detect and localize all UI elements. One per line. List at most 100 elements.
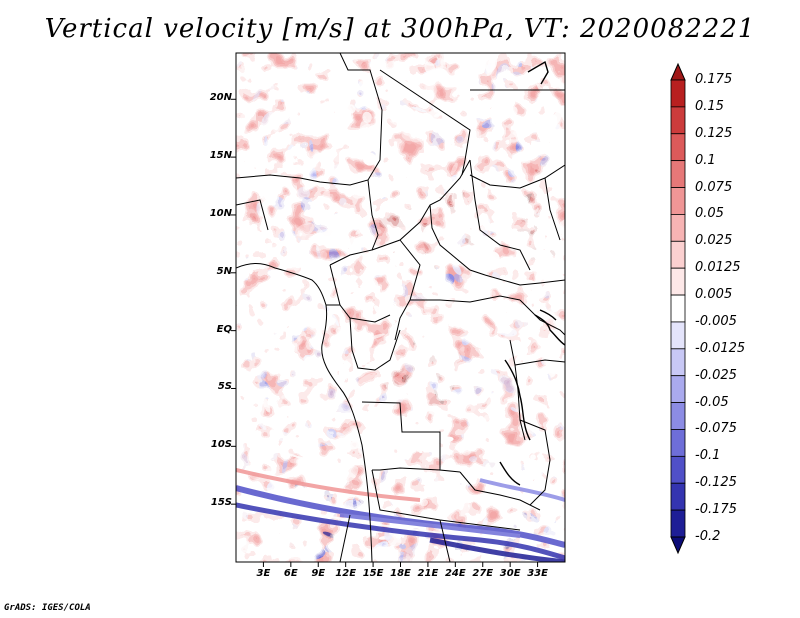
velocity-cell [391,210,411,218]
velocity-cell [364,312,369,318]
colorbar-label: 0.075 [695,179,733,195]
velocity-cell [345,146,350,160]
colorbar [670,62,686,555]
velocity-cell [258,422,267,430]
velocity-cell [443,179,456,194]
velocity-cell [548,229,557,239]
velocity-cell [261,111,275,128]
velocity-cell [460,503,471,517]
velocity-cell [509,54,523,68]
velocity-cell [550,296,563,313]
axis-ticks [231,98,539,567]
velocity-cell [399,283,409,297]
velocity-cell [390,291,396,302]
velocity-cell [475,240,488,246]
velocity-cell [277,252,282,256]
velocity-cell [425,81,438,96]
velocity-cell [463,189,468,194]
colorbar-swatch [670,509,686,538]
velocity-cell [266,332,280,345]
colorbar-label: -0.075 [695,421,737,437]
velocity-cell [357,398,367,407]
velocity-cell [294,222,315,237]
velocity-cell [529,515,540,523]
velocity-cell [433,386,444,405]
velocity-cell [388,300,396,307]
velocity-cell [366,271,388,279]
velocity-cell [377,421,395,429]
velocity-cell [358,241,369,248]
velocity-cell [473,231,479,240]
velocity-cell [382,456,404,465]
velocity-cell [554,345,560,351]
velocity-cell [334,260,348,277]
velocity-cell [543,468,549,476]
velocity-cell [251,409,256,414]
velocity-cell [435,265,440,287]
velocity-cell [513,460,523,473]
velocity-cell [349,135,364,154]
velocity-cell [257,327,272,344]
velocity-cell [411,362,420,378]
velocity-cell [532,408,539,414]
velocity-cell [303,354,322,372]
lon-tick-label: 6E [283,568,298,579]
velocity-cell [401,374,409,383]
velocity-cell [550,201,557,209]
velocity-cell [285,427,292,435]
velocity-cell [305,151,319,169]
velocity-cell [482,144,490,157]
velocity-cell [511,154,531,164]
velocity-cell [553,349,559,355]
velocity-cell [331,313,340,327]
colorbar-swatch [670,294,686,323]
velocity-cell [547,509,559,515]
velocity-cell [268,238,276,242]
velocity-cell [355,224,367,235]
velocity-cell [347,236,357,248]
velocity-cell [269,371,292,376]
velocity-cell [440,273,455,287]
velocity-cell [436,483,445,489]
velocity-cell [528,121,542,133]
velocity-cell [495,63,510,83]
velocity-cell [259,315,266,322]
velocity-cell [355,293,364,306]
lon-tick-label: 24E [444,568,466,579]
velocity-cell [556,218,565,236]
velocity-cell [242,349,255,361]
velocity-cell [440,448,446,462]
velocity-cell [382,60,396,75]
velocity-cell [264,90,270,99]
velocity-cell [358,79,376,91]
velocity-cell [478,230,489,241]
velocity-cell [445,89,458,102]
velocity-cell [402,161,408,174]
velocity-cell [554,423,561,430]
velocity-cell [473,343,479,352]
velocity-cell [334,536,344,547]
velocity-cell [369,59,378,67]
lat-tick-label: 5N [216,265,232,277]
velocity-cell [305,341,312,351]
velocity-cell [236,231,244,240]
velocity-cell [440,135,451,143]
velocity-cell [521,214,540,223]
velocity-cell [408,116,417,126]
colorbar-max-arrow [670,62,686,81]
velocity-cell [472,419,479,431]
velocity-cell [540,154,554,167]
velocity-cell [472,53,483,60]
velocity-cell [428,237,439,243]
velocity-cell [236,403,248,419]
velocity-cell [498,208,509,220]
velocity-cell [241,196,253,204]
velocity-cell [441,115,454,135]
velocity-cell [542,128,549,139]
lat-tick-label: 10S [210,439,232,451]
velocity-cell [415,417,429,434]
velocity-cell [466,111,472,118]
velocity-cell [309,140,314,152]
velocity-cell [513,75,523,86]
velocity-cell [345,354,362,368]
